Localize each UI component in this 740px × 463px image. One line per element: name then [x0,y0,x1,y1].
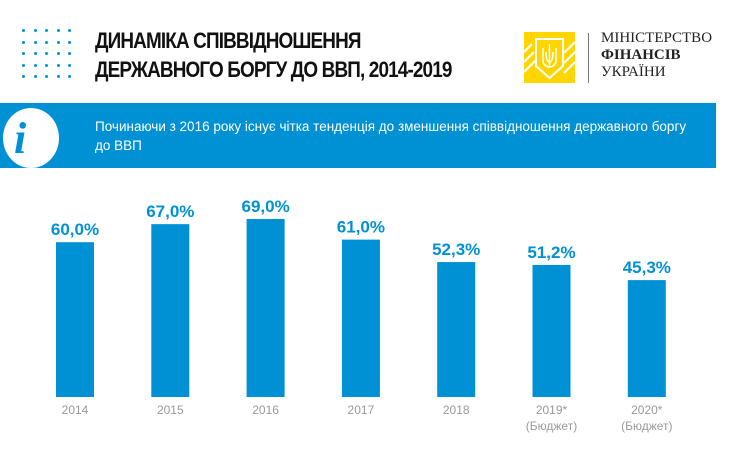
dot [45,52,48,55]
x-tick-label: 2020* [631,403,663,417]
dot [45,63,48,67]
dot [33,75,37,78]
x-tick-label: 2019* [536,403,568,417]
ministry-name-line3: УКРАЇНИ [601,64,666,80]
x-tick-label: 2018 [443,403,470,417]
bar-2015 [151,224,190,397]
dot [45,75,48,78]
dot [68,52,71,55]
dot [33,63,37,67]
bar-2020* [627,280,666,397]
value-label: 69,0% [241,197,289,216]
info-i-glyph: i [14,114,27,163]
dot [22,40,25,44]
x-tick-sublabel: (Бюджет) [621,419,672,433]
bar-2016 [246,218,285,397]
dot [33,29,37,32]
value-label: 67,0% [146,202,194,221]
dot [56,29,60,32]
value-label: 52,3% [432,240,480,259]
info-icon [3,108,59,168]
dot [45,29,48,32]
dot [33,52,37,55]
value-label: 60,0% [51,220,99,239]
dot [33,40,37,44]
bar-2019* [532,264,571,397]
ministry-name-line1: МІНІСТЕРСТВО [601,30,713,46]
dot [56,40,60,44]
page-title-line2: ДЕРЖАВНОГО БОРГУ ДО ВВП, 2014-2019 [95,57,452,82]
dot [22,63,25,67]
dot [56,75,60,78]
dot [68,40,71,44]
dot [68,29,71,32]
coat-of-arms-logo-icon [524,32,575,83]
bar-2018 [437,262,476,397]
value-label: 45,3% [623,258,671,277]
bar-2017 [341,239,380,397]
value-label: 61,0% [337,218,385,237]
dot [68,75,71,78]
value-label: 51,2% [527,243,575,262]
x-tick-label: 2015 [157,403,184,417]
x-tick-sublabel: (Бюджет) [526,419,577,433]
x-tick-label: 2016 [252,403,279,417]
dot [22,52,25,55]
page-title-line1: ДИНАМІКА СПІВВІДНОШЕННЯ [95,28,361,53]
bar-2014 [56,242,94,397]
dot [22,75,25,78]
dot [22,29,25,32]
dot [56,52,60,55]
info-banner-text: Починаючи з 2016 року існує чітка тенден… [95,119,687,153]
x-tick-label: 2017 [348,403,375,417]
logo-divider [588,33,589,83]
x-tick-label: 2014 [62,403,89,417]
dot [56,63,60,67]
dot [45,40,48,44]
debt-to-gdp-bar-chart: 60,0% 2014 67,0% 2015 69,0% 2016 61,0% 2017 52,3… [51,197,673,433]
ministry-name-line2: ФІНАНСІВ [601,47,681,63]
dot [68,63,71,67]
info-banner [0,103,716,168]
